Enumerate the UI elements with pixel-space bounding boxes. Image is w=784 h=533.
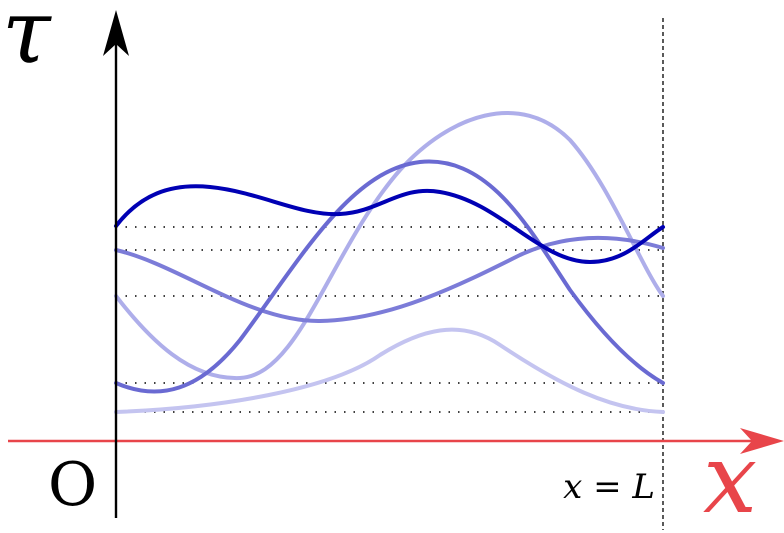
curve	[114, 235, 665, 324]
tau-label: τ	[2, 0, 52, 83]
origin-label: O	[48, 450, 97, 520]
y-axis-arrow	[103, 10, 129, 56]
curve	[114, 184, 665, 265]
curve	[114, 159, 665, 394]
curve	[114, 111, 665, 381]
x-axis-label: x	[703, 423, 757, 533]
boundary-label: x = L	[563, 467, 655, 507]
curves	[114, 111, 665, 414]
dotted-levels	[116, 226, 663, 413]
x-axis-arrow	[740, 428, 784, 454]
curve	[114, 327, 665, 414]
